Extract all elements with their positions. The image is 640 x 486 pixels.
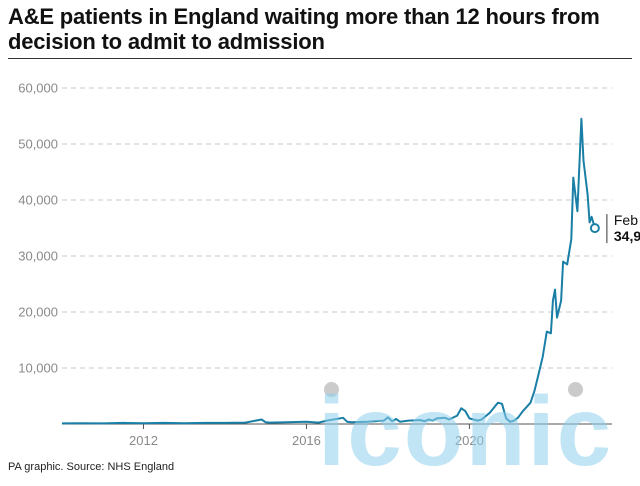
title-divider: [8, 58, 632, 59]
y-tick-label: 30,000: [18, 249, 58, 264]
source-note: PA graphic. Source: NHS England: [8, 461, 175, 473]
y-tick-label: 60,000: [18, 81, 58, 96]
gridlines: [62, 87, 612, 369]
x-axis-ticks: 2012 2016 2020: [129, 424, 484, 448]
y-tick-label: 20,000: [18, 305, 58, 320]
y-tick-label: 40,000: [18, 193, 58, 208]
chart-title: A&E patients in England waiting more tha…: [8, 4, 600, 54]
y-axis-labels: 10,000 20,000 30,000 40,000 50,000 60,000: [18, 81, 58, 376]
x-tick-label: 2020: [455, 433, 484, 448]
series-line: [61, 117, 596, 425]
x-tick-label: 2016: [292, 433, 321, 448]
latest-point-marker: [589, 223, 600, 234]
y-tick-label: 10,000: [18, 361, 58, 376]
watermark-dot-left: [324, 382, 339, 397]
callout: Feb 2023 34,976: [589, 212, 640, 244]
y-tick-label: 50,000: [18, 137, 58, 152]
callout-value: 34,976: [614, 228, 640, 244]
callout-date: Feb 2023: [614, 212, 640, 228]
watermark-dot-right: [568, 382, 583, 397]
x-tick-label: 2012: [129, 433, 158, 448]
watermark-logo: iconic: [318, 376, 614, 486]
